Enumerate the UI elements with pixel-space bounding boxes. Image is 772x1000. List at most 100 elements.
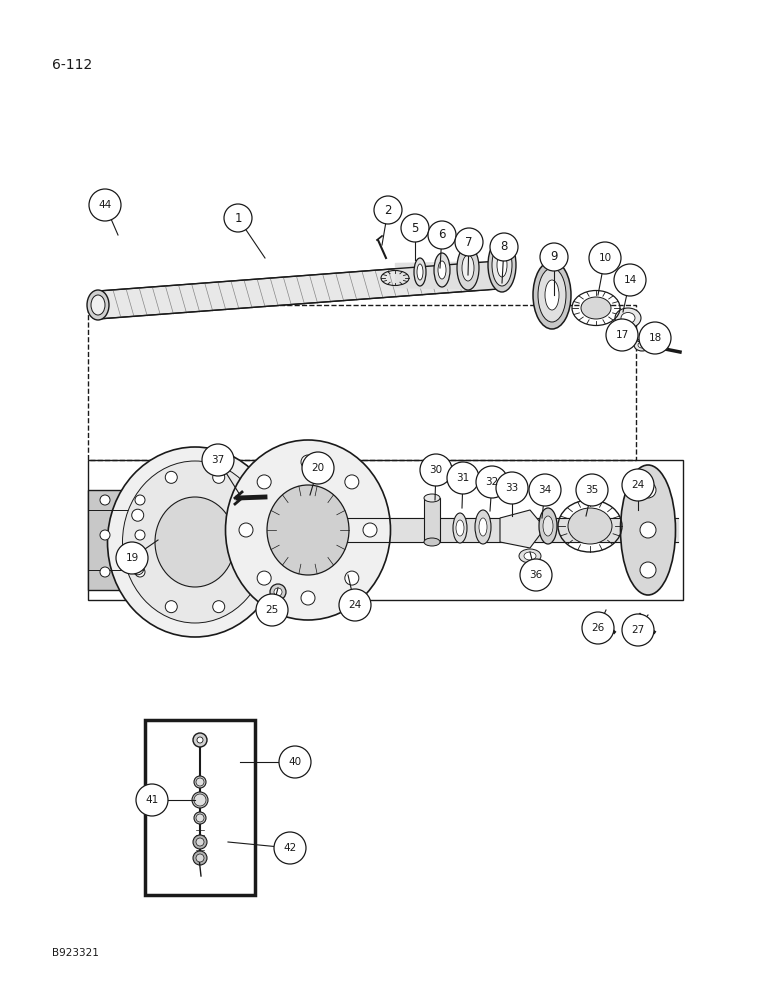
Circle shape [213, 471, 225, 483]
Circle shape [520, 559, 552, 591]
Circle shape [614, 264, 646, 296]
Circle shape [640, 522, 656, 538]
Circle shape [622, 614, 654, 646]
Text: 18: 18 [648, 333, 662, 343]
Circle shape [476, 466, 508, 498]
Ellipse shape [457, 246, 479, 290]
Circle shape [640, 562, 656, 578]
Ellipse shape [545, 280, 559, 310]
Ellipse shape [438, 261, 446, 279]
Text: 32: 32 [486, 477, 499, 487]
Circle shape [540, 243, 568, 271]
Circle shape [196, 838, 204, 846]
Text: 35: 35 [585, 485, 598, 495]
Bar [88, 460, 683, 600]
Ellipse shape [107, 447, 283, 637]
Circle shape [89, 189, 121, 221]
Circle shape [246, 509, 259, 521]
Circle shape [194, 776, 206, 788]
Circle shape [622, 469, 654, 501]
Text: 34: 34 [538, 485, 552, 495]
Circle shape [589, 242, 621, 274]
Text: 42: 42 [283, 843, 296, 853]
Circle shape [135, 567, 145, 577]
Ellipse shape [462, 255, 474, 281]
Ellipse shape [581, 297, 611, 319]
Ellipse shape [267, 485, 349, 575]
Circle shape [529, 474, 561, 506]
Circle shape [339, 589, 371, 621]
Circle shape [274, 588, 282, 596]
Text: 24: 24 [348, 600, 361, 610]
Circle shape [301, 455, 315, 469]
Text: 40: 40 [289, 757, 302, 767]
Ellipse shape [621, 465, 676, 595]
Circle shape [606, 319, 638, 351]
Circle shape [345, 475, 359, 489]
Circle shape [257, 571, 271, 585]
Text: 33: 33 [506, 483, 519, 493]
Ellipse shape [417, 264, 423, 280]
Circle shape [301, 591, 315, 605]
Circle shape [196, 854, 204, 862]
Circle shape [202, 444, 234, 476]
Bar [145, 720, 255, 895]
Circle shape [100, 495, 110, 505]
Circle shape [274, 832, 306, 864]
Circle shape [246, 563, 259, 575]
Ellipse shape [87, 290, 109, 320]
Ellipse shape [424, 538, 440, 546]
Text: 26: 26 [591, 623, 604, 633]
Text: 20: 20 [311, 463, 324, 473]
Circle shape [213, 601, 225, 613]
Circle shape [447, 462, 479, 494]
Circle shape [576, 474, 608, 506]
Circle shape [490, 233, 518, 261]
Text: 27: 27 [631, 625, 645, 635]
Circle shape [257, 475, 271, 489]
Circle shape [345, 571, 359, 585]
Circle shape [165, 471, 178, 483]
Ellipse shape [488, 238, 516, 292]
Text: 41: 41 [145, 795, 158, 805]
Circle shape [239, 523, 253, 537]
Ellipse shape [538, 268, 566, 322]
Text: 30: 30 [429, 465, 442, 475]
Ellipse shape [621, 312, 635, 324]
Ellipse shape [634, 339, 650, 351]
Circle shape [496, 472, 528, 504]
Bar [424, 498, 440, 542]
Ellipse shape [497, 253, 507, 277]
Circle shape [132, 563, 144, 575]
Text: 36: 36 [530, 570, 543, 580]
Circle shape [455, 228, 483, 256]
Circle shape [116, 542, 148, 574]
Circle shape [270, 584, 286, 600]
Ellipse shape [456, 520, 464, 536]
Circle shape [197, 737, 203, 743]
Circle shape [639, 322, 671, 354]
Polygon shape [98, 261, 498, 319]
Circle shape [401, 214, 429, 242]
Circle shape [196, 814, 204, 822]
Text: 44: 44 [98, 200, 112, 210]
Circle shape [582, 612, 614, 644]
Ellipse shape [475, 510, 491, 544]
Ellipse shape [638, 342, 646, 348]
Ellipse shape [123, 461, 268, 623]
Text: 6: 6 [438, 229, 445, 241]
Text: 14: 14 [623, 275, 637, 285]
Circle shape [256, 594, 288, 626]
Circle shape [279, 746, 311, 778]
Polygon shape [88, 490, 155, 590]
Circle shape [194, 812, 206, 824]
Ellipse shape [91, 295, 105, 315]
Circle shape [135, 495, 145, 505]
Circle shape [100, 567, 110, 577]
Ellipse shape [479, 518, 487, 536]
Text: 9: 9 [550, 250, 557, 263]
Ellipse shape [225, 440, 391, 620]
Circle shape [196, 778, 204, 786]
Text: 5: 5 [411, 222, 418, 234]
Ellipse shape [533, 261, 571, 329]
